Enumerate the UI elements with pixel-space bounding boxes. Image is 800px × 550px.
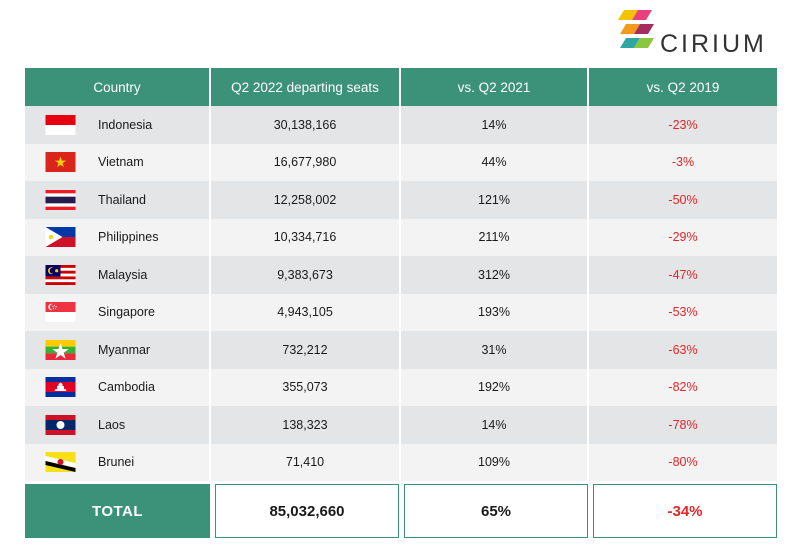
vietnam-flag-icon: [45, 152, 76, 173]
table-row: Thailand 12,258,002 121% -50%: [25, 181, 777, 219]
header-country: Country: [25, 68, 211, 106]
country-name: Cambodia: [98, 380, 155, 395]
seats-cell: 355,073: [211, 368, 401, 406]
country-name: Thailand: [98, 192, 146, 207]
vs-2021-cell: 14%: [401, 406, 589, 444]
vs-2021-cell: 121%: [401, 181, 589, 219]
vs-2019-cell: -53%: [668, 305, 698, 320]
table-row: Cambodia 355,073 192% -82%: [25, 368, 777, 406]
vs-2019-cell: -47%: [668, 267, 698, 282]
vs-2019-cell: -29%: [668, 230, 698, 245]
table-header: Country Q2 2022 departing seats vs. Q2 2…: [25, 68, 777, 106]
vs-2021-cell: 44%: [401, 143, 589, 181]
seats-cell: 138,323: [211, 406, 401, 444]
seats-cell: 9,383,673: [211, 256, 401, 294]
vs-2021-cell: 312%: [401, 256, 589, 294]
seats-cell: 12,258,002: [211, 181, 401, 219]
vs-2021-cell: 109%: [401, 443, 589, 481]
country-cell: Singapore: [25, 293, 211, 331]
country-name: Indonesia: [98, 117, 153, 132]
vs-2021-cell: 31%: [401, 331, 589, 369]
seats-cell: 30,138,166: [211, 106, 401, 144]
header-vs-2019: vs. Q2 2019: [589, 68, 777, 106]
country-cell: Malaysia: [25, 256, 211, 294]
country-name: Brunei: [98, 455, 135, 470]
seats-cell: 10,334,716: [211, 218, 401, 256]
table-row: Singapore 4,943,105 193% -53%: [25, 293, 777, 331]
table-row: Vietnam 16,677,980 44% -3%: [25, 143, 777, 181]
table-body: Indonesia 30,138,166 14% -23% Vietnam 16…: [25, 106, 777, 481]
table-row: Philippines 10,334,716 211% -29%: [25, 218, 777, 256]
indonesia-flag-icon: [45, 114, 76, 135]
myanmar-flag-icon: [45, 339, 76, 360]
vs-2019-cell: -80%: [668, 455, 698, 470]
vs-2021-cell: 211%: [401, 218, 589, 256]
thailand-flag-icon: [45, 189, 76, 210]
vs-2019-cell: -23%: [668, 117, 698, 132]
cirium-logo: CIRIUM: [618, 6, 788, 58]
brand-name: CIRIUM: [660, 30, 767, 58]
country-name: Singapore: [98, 305, 155, 320]
country-name: Philippines: [98, 230, 159, 245]
vs-2021-cell: 192%: [401, 368, 589, 406]
total-vs-2019: -34%: [593, 484, 777, 538]
country-name: Malaysia: [98, 267, 148, 282]
cambodia-flag-icon: [45, 377, 76, 398]
country-name: Vietnam: [98, 155, 144, 170]
total-label: TOTAL: [25, 484, 210, 538]
seats-table: Country Q2 2022 departing seats vs. Q2 2…: [25, 68, 777, 481]
philippines-flag-icon: [45, 227, 76, 248]
table-row: Myanmar 732,212 31% -63%: [25, 331, 777, 369]
table-row: Brunei 71,410 109% -80%: [25, 443, 777, 481]
brunei-flag-icon: [45, 452, 76, 473]
table-row: Indonesia 30,138,166 14% -23%: [25, 106, 777, 144]
country-cell: Vietnam: [25, 143, 211, 181]
header-vs-2021: vs. Q2 2021: [401, 68, 589, 106]
vs-2019-cell: -50%: [668, 192, 698, 207]
country-name: Laos: [98, 417, 126, 432]
country-cell: Philippines: [25, 218, 211, 256]
vs-2019-cell: -78%: [668, 417, 698, 432]
header-seats: Q2 2022 departing seats: [211, 68, 401, 106]
malaysia-flag-icon: [45, 264, 76, 285]
laos-flag-icon: [45, 414, 76, 435]
country-cell: Brunei: [25, 443, 211, 481]
total-vs-2021: 65%: [404, 484, 588, 538]
seats-cell: 4,943,105: [211, 293, 401, 331]
vs-2021-cell: 14%: [401, 106, 589, 144]
country-name: Myanmar: [98, 342, 151, 357]
singapore-flag-icon: [45, 302, 76, 323]
total-seats: 85,032,660: [215, 484, 399, 538]
country-cell: Thailand: [25, 181, 211, 219]
vs-2019-cell: -82%: [668, 380, 698, 395]
seats-cell: 71,410: [211, 443, 401, 481]
country-cell: Laos: [25, 406, 211, 444]
vs-2019-cell: -63%: [668, 342, 698, 357]
cirium-logo-icon: [618, 10, 654, 48]
country-cell: Indonesia: [25, 106, 211, 144]
seats-cell: 732,212: [211, 331, 401, 369]
table-row: Malaysia 9,383,673 312% -47%: [25, 256, 777, 294]
vs-2021-cell: 193%: [401, 293, 589, 331]
seats-cell: 16,677,980: [211, 143, 401, 181]
total-row: TOTAL 85,032,660 65% -34%: [25, 484, 777, 538]
country-cell: Cambodia: [25, 368, 211, 406]
table-row: Laos 138,323 14% -78%: [25, 406, 777, 444]
country-cell: Myanmar: [25, 331, 211, 369]
vs-2019-cell: -3%: [671, 155, 695, 170]
